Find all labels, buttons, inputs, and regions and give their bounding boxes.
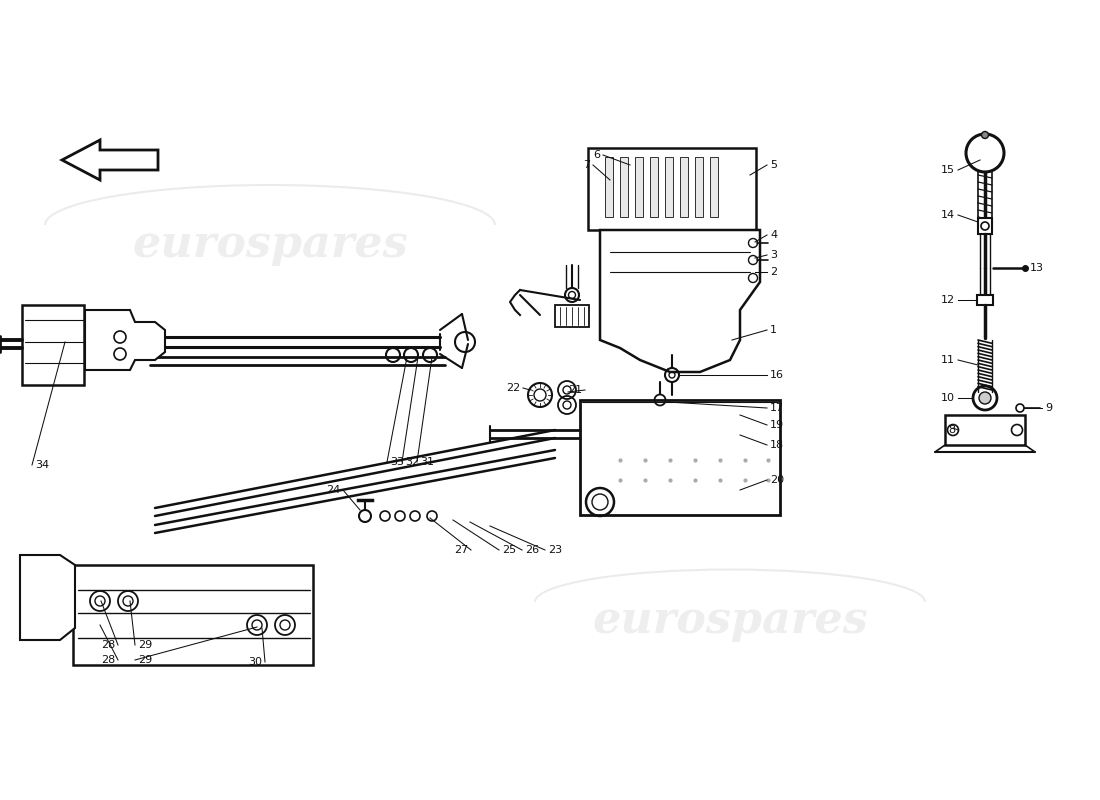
Bar: [588, 148, 756, 230]
Text: 24: 24: [326, 485, 340, 495]
Bar: [978, 218, 992, 234]
Text: 32: 32: [405, 457, 419, 467]
Polygon shape: [62, 140, 158, 180]
Text: 6: 6: [593, 150, 600, 160]
Text: 11: 11: [940, 355, 955, 365]
Polygon shape: [85, 310, 165, 370]
Circle shape: [1016, 404, 1024, 412]
Circle shape: [979, 392, 991, 404]
Text: 18: 18: [770, 440, 784, 450]
Text: eurospares: eurospares: [592, 598, 868, 642]
Text: 5: 5: [770, 160, 777, 170]
Text: 27: 27: [453, 545, 468, 555]
Text: 12: 12: [940, 295, 955, 305]
Text: 30: 30: [248, 657, 262, 667]
Text: 29: 29: [138, 640, 152, 650]
Text: 1: 1: [770, 325, 777, 335]
Bar: [556, 305, 588, 327]
Text: 28: 28: [101, 655, 116, 665]
Bar: [620, 157, 628, 217]
Bar: [680, 157, 688, 217]
Text: 31: 31: [420, 457, 434, 467]
Text: 10: 10: [940, 393, 955, 403]
Text: 29: 29: [138, 655, 152, 665]
Text: 4: 4: [770, 230, 777, 240]
Text: 17: 17: [770, 403, 784, 413]
Text: 16: 16: [770, 370, 784, 380]
Text: 14: 14: [940, 210, 955, 220]
Text: 19: 19: [770, 420, 784, 430]
Text: 15: 15: [940, 165, 955, 175]
Text: 9: 9: [1045, 403, 1052, 413]
Circle shape: [981, 131, 989, 138]
Text: eurospares: eurospares: [132, 223, 408, 266]
Bar: [977, 295, 993, 305]
Text: 28: 28: [101, 640, 116, 650]
Bar: [710, 157, 718, 217]
Bar: [580, 400, 780, 515]
Bar: [650, 157, 658, 217]
Polygon shape: [20, 555, 75, 640]
Text: 34: 34: [35, 460, 50, 470]
Text: 26: 26: [525, 545, 539, 555]
Text: 3: 3: [770, 250, 777, 260]
Bar: [605, 157, 613, 217]
Bar: [73, 565, 314, 665]
Polygon shape: [600, 230, 760, 372]
Text: 2: 2: [770, 267, 777, 277]
Text: 22: 22: [506, 383, 520, 393]
Bar: [695, 157, 703, 217]
Bar: [666, 157, 673, 217]
Text: 13: 13: [1030, 263, 1044, 273]
Text: 33: 33: [390, 457, 404, 467]
Bar: [635, 157, 643, 217]
Bar: [22, 305, 84, 385]
Text: 21: 21: [568, 385, 582, 395]
Text: 7: 7: [583, 160, 590, 170]
Text: 23: 23: [548, 545, 562, 555]
Text: 20: 20: [770, 475, 784, 485]
Text: 8: 8: [948, 425, 955, 435]
Bar: [945, 415, 1025, 445]
Text: 25: 25: [502, 545, 516, 555]
